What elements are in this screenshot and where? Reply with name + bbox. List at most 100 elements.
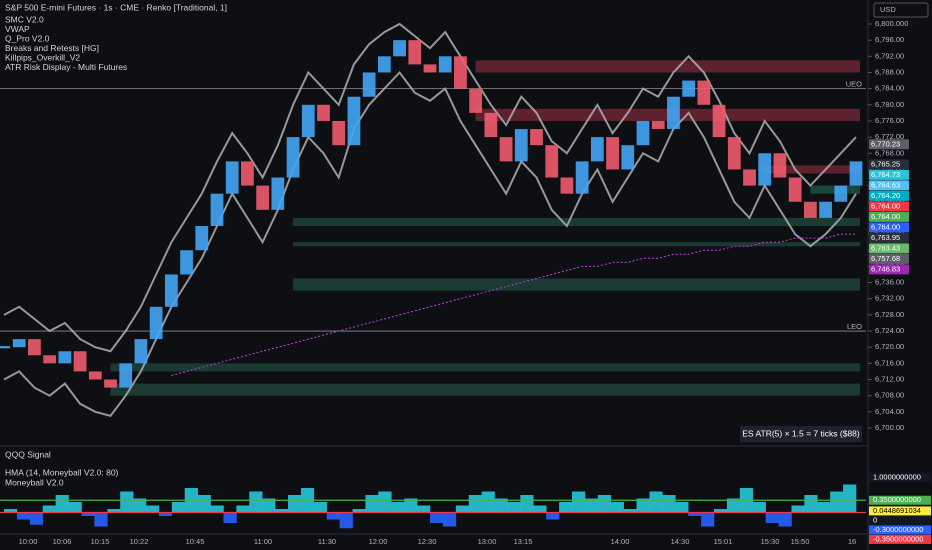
oscillator-bar	[559, 502, 573, 513]
oscillator-bar	[404, 498, 418, 513]
oscillator-tick-label: -0.3000000000	[873, 525, 923, 534]
upper-band	[3, 22, 857, 353]
oscillator-bar	[430, 512, 444, 523]
y-tick-label: 6,776.00	[875, 116, 904, 125]
price-label: 6,770.23	[871, 139, 900, 148]
renko-brick	[636, 120, 650, 146]
main-pane: UEO LEO	[0, 22, 866, 418]
oscillator-bar	[94, 512, 108, 527]
x-tick-label: 10:15	[91, 537, 110, 546]
oscillator-bar	[391, 502, 405, 513]
renko-brick	[180, 250, 193, 275]
x-tick-label: 13:00	[478, 537, 497, 546]
oscillator-bar	[68, 502, 82, 513]
renko-brick	[164, 274, 178, 307]
axes: 6,800.000 6,796.00 6,792.00 6,788.00 6,784.0…	[19, 19, 931, 546]
zone	[110, 383, 860, 396]
x-tick-label: 15:50	[791, 537, 810, 546]
oscillator-bar	[817, 502, 831, 513]
oscillator-bar	[726, 498, 741, 513]
x-tick-label: 14:00	[611, 537, 630, 546]
oscillator-tick-label: -0.3500000000	[873, 534, 923, 543]
price-label: 6,746.83	[871, 264, 900, 273]
oscillator-bar	[133, 498, 147, 513]
oscillator-bar	[455, 505, 470, 513]
oscillator-bar	[171, 502, 186, 513]
renko-brick	[149, 306, 163, 340]
renko-brick	[834, 185, 848, 202]
indicator-name: Killpips_Overkill_V2	[5, 52, 80, 62]
y-tick-label: 6,724.00	[875, 326, 904, 335]
renko-brick	[195, 226, 209, 251]
currency-box[interactable]	[873, 2, 929, 18]
price-label: 6,757.68	[871, 254, 900, 263]
renko-brick	[606, 137, 619, 170]
renko-brick	[362, 72, 376, 97]
currency[interactable]: USD	[880, 5, 896, 14]
oscillator-tick-label: 1.0000000000	[873, 472, 921, 481]
oscillator-bar	[662, 495, 676, 513]
price-label-box	[869, 201, 909, 212]
x-tick-label: 10:22	[130, 537, 149, 546]
oscillator-bar	[81, 512, 95, 516]
renko-brick	[73, 351, 87, 372]
renko-brick	[651, 120, 665, 130]
renko-brick	[697, 80, 711, 105]
oscillator-tick-box	[869, 495, 931, 505]
renko-brick	[743, 169, 756, 186]
y-tick-label: 6,796.00	[875, 35, 904, 44]
renko-brick	[545, 145, 559, 178]
oscillator-pane: HMA (14, Moneyball V2.0: 80)Moneyball V2…	[0, 467, 866, 529]
level-label: LEO	[847, 322, 862, 331]
renko-brick	[819, 201, 832, 218]
oscillator-bar	[701, 512, 715, 527]
renko-brick	[88, 371, 102, 380]
x-tick-label: 16	[848, 537, 856, 546]
oscillator-bar	[4, 509, 18, 513]
oscillator-bar	[546, 512, 560, 520]
x-tick-label: 11:00	[254, 537, 272, 546]
y-tick-label: 6,716.00	[875, 358, 904, 367]
price-label-box	[869, 139, 909, 150]
y-tick-label: 6,732.00	[875, 294, 904, 303]
price-label-box	[869, 243, 909, 254]
oscillator-bar	[675, 502, 689, 513]
x-tick-label: 13:15	[514, 537, 533, 546]
renko-brick	[104, 379, 117, 388]
renko-brick	[423, 64, 437, 73]
oscillator-bar	[481, 491, 495, 513]
renko-brick	[469, 88, 483, 113]
oscillator-bar	[636, 498, 650, 513]
y-tick-label: 6,712.00	[875, 375, 904, 384]
pane-title: QQQ Signal	[5, 449, 51, 459]
oscillator-bar	[378, 491, 392, 513]
x-tick-label: 12:30	[418, 537, 437, 546]
renko-brick	[256, 185, 270, 210]
oscillator-bar	[197, 495, 211, 513]
oscillator-bar	[146, 505, 160, 513]
oscillator-bar	[29, 512, 44, 525]
oscillator-bar	[843, 484, 857, 513]
level-label: UEO	[846, 80, 862, 89]
oscillator-legend: HMA (14, Moneyball V2.0: 80)	[5, 467, 119, 477]
renko-brick	[712, 104, 726, 138]
oscillator-bar	[442, 512, 457, 527]
renko-brick	[590, 137, 604, 162]
renko-brick	[377, 56, 391, 73]
oscillator-bar	[158, 512, 173, 516]
oscillator-bar	[249, 491, 263, 513]
x-tick-label: 14:30	[671, 537, 690, 546]
oscillator-bar	[623, 509, 637, 513]
oscillator-bar	[210, 505, 224, 513]
indicator-name: ATR Risk Display - Multi Futures	[5, 62, 127, 72]
price-label: 6,764.00	[871, 222, 900, 231]
price-label-box	[869, 264, 909, 275]
renko-brick	[682, 80, 696, 97]
renko-brick	[849, 161, 863, 186]
renko-brick	[58, 351, 72, 364]
price-label: 6,764.73	[871, 170, 900, 179]
x-tick-label: 10:06	[53, 537, 72, 546]
oscillator-bar	[468, 495, 482, 513]
oscillator-bar	[494, 498, 508, 513]
price-label-box	[869, 211, 909, 222]
